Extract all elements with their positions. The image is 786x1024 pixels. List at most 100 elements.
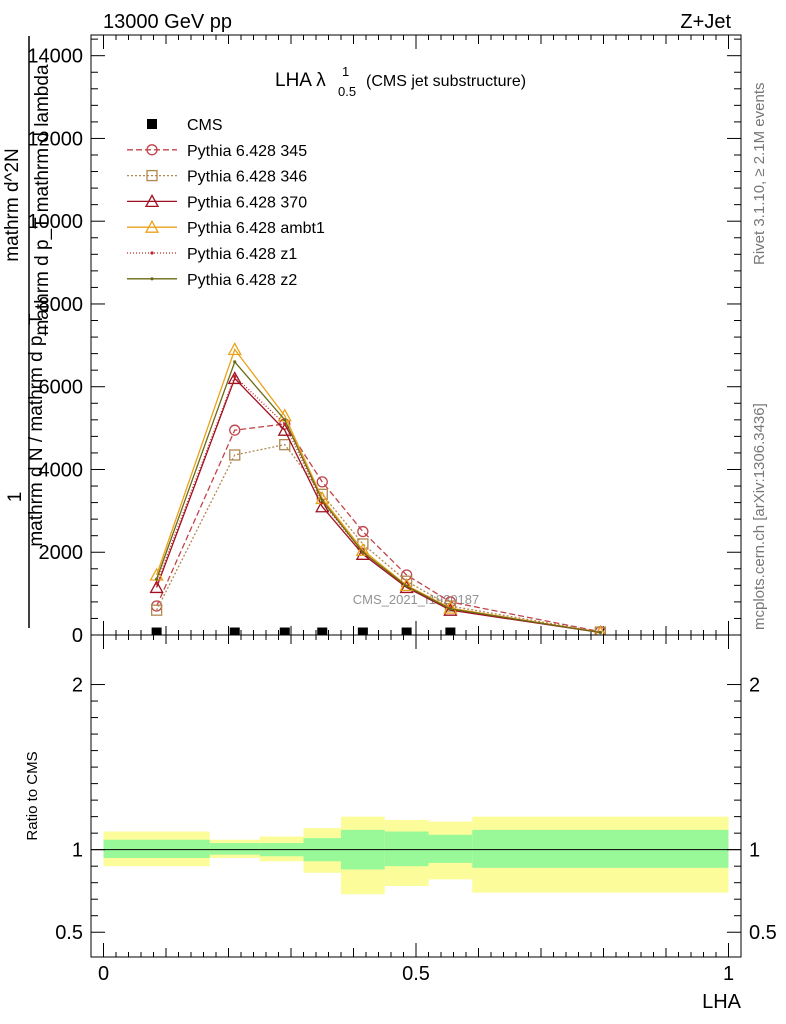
ratio-ticks	[91, 635, 741, 957]
ratio-ytick-label-right: 1	[749, 840, 760, 862]
series-6-point	[320, 498, 324, 503]
series-3-point	[315, 499, 330, 513]
series-5-point	[283, 422, 287, 426]
series-2-point	[150, 604, 163, 616]
series-1-line	[156, 423, 601, 633]
main-ytick-label: 10000	[27, 211, 83, 233]
main-ytick-label: 12000	[27, 128, 83, 150]
svg-text:LHA λ: LHA λ	[275, 70, 326, 91]
ratio-band-inner	[472, 829, 729, 868]
series-5-point	[233, 374, 237, 378]
series-0-point	[317, 627, 328, 635]
legend-label: Pythia 6.428 370	[187, 194, 307, 211]
series-0-point	[401, 627, 412, 635]
series-3-point	[227, 371, 242, 385]
legend-label: CMS	[187, 117, 223, 134]
ratio-ytick-label: 0.5	[55, 922, 83, 944]
main-ytick-labels: 0 2000 4000 6000 8000 10000 12000 14000	[27, 46, 83, 647]
xtick-label: 1	[723, 963, 734, 985]
ratio-ylabel: Ratio to CMS	[24, 751, 41, 840]
header-left: 13000 GeV pp	[103, 11, 232, 33]
main-ytick-label: 4000	[39, 459, 84, 481]
title-sup: 1	[342, 64, 349, 79]
main-ticks	[91, 35, 741, 636]
ratio-ytick-label: 1	[72, 840, 83, 862]
series-4-line	[156, 348, 601, 634]
legend-entry: Pythia 6.428 370	[127, 194, 307, 211]
series-0-point	[229, 627, 240, 635]
ratio-tick-labels: 0.5 0.5 1 1 2 2 0 0.5 1	[55, 675, 777, 985]
series-0-point	[357, 627, 368, 635]
xaxis-label: LHA	[702, 991, 742, 1013]
main-series	[149, 342, 607, 635]
main-ytick-label: 0	[72, 625, 83, 647]
legend-marker	[146, 144, 158, 156]
legend-entry: Pythia 6.428 z1	[127, 246, 297, 263]
series-6-point	[283, 418, 287, 422]
legend-entry: CMS	[147, 117, 223, 134]
main-ytick-label: 8000	[39, 294, 84, 316]
legend-marker	[150, 277, 154, 281]
ylabel-dn-dpt: mathrm d N / mathrm d p_T	[26, 313, 47, 547]
series-5-point	[155, 581, 159, 585]
legend-marker	[146, 169, 158, 182]
series-0-point	[151, 627, 162, 635]
legend-label: Pythia 6.428 z1	[187, 246, 297, 263]
title-suffix: (CMS jet substructure)	[366, 73, 526, 90]
ratio-band-inner	[384, 831, 429, 867]
main-panel: 0 2000 4000 6000 8000 10000 12000 14000 CMS_202…	[2, 34, 742, 647]
ylabel-one: 1	[5, 492, 26, 503]
ylabel-dpt-dlambda: mathrm d p_T mathrm d lambda	[32, 64, 53, 335]
legend-label: Pythia 6.428 345	[187, 143, 307, 160]
title-main: LHA λ	[275, 70, 326, 91]
header-right: Z+Jet	[680, 11, 731, 33]
legend-entry: Pythia 6.428 z2	[127, 272, 297, 289]
series-2-point	[229, 449, 241, 461]
legend-marker	[144, 194, 160, 208]
ratio-band-inner	[209, 843, 260, 855]
ratio-panel: 0.5 0.5 1 1 2 2 0 0.5 1 Ratio to CMS LHA	[24, 634, 777, 1013]
series-6-point	[598, 630, 602, 635]
ratio-band-inner	[103, 839, 210, 858]
ratio-ytick-label-right: 0.5	[749, 922, 777, 944]
series-4-point	[355, 542, 370, 556]
legend-label: Pythia 6.428 346	[187, 169, 307, 186]
rivet-label: Rivet 3.1.10, ≥ 2.1M events	[751, 83, 768, 266]
series-3-point	[149, 580, 164, 594]
legend-marker	[144, 219, 160, 233]
series-6-point	[405, 584, 409, 588]
series-1-point	[357, 525, 369, 538]
xtick-label: 0.5	[402, 963, 430, 985]
legend-entry: Pythia 6.428 346	[127, 169, 307, 186]
ratio-band-inner	[428, 834, 473, 863]
legend-entry: Pythia 6.428 ambt1	[127, 219, 325, 237]
main-ytick-label: 14000	[27, 46, 83, 68]
series-6-point	[155, 577, 159, 581]
title-sub: 0.5	[338, 84, 356, 99]
ratio-ytick-label-right: 2	[749, 675, 760, 697]
main-ytick-label: 2000	[39, 542, 84, 564]
ratio-bands	[103, 816, 729, 895]
watermark: CMS_2021_I1920187	[353, 592, 480, 607]
series-1-point	[316, 476, 328, 488]
series-6-point	[448, 607, 452, 611]
series-1-point	[229, 424, 241, 436]
main-ytick-label: 6000	[39, 377, 84, 399]
series-3-line	[156, 377, 601, 634]
series-3-point	[277, 422, 292, 436]
series-6-point	[361, 550, 365, 554]
legend-label: Pythia 6.428 z2	[187, 272, 297, 289]
series-0-point	[445, 627, 456, 635]
series-0-point	[279, 627, 290, 635]
main-ylabel: 1 mathrm d N / mathrm d p_T mathrm d^2N …	[2, 36, 53, 628]
series-6-line	[156, 360, 601, 634]
legend-marker	[150, 251, 154, 255]
plot-title: LHA λ 1 0.5 (CMS jet substructure)	[275, 64, 526, 99]
ylabel-d2n: mathrm d^2N	[2, 148, 23, 261]
series-2-point	[279, 439, 291, 451]
ratio-frame	[90, 634, 742, 958]
legend-entry: Pythia 6.428 345	[127, 143, 307, 160]
legend: CMS Pythia 6.428 345 Pythia 6.428 346 Pythi…	[127, 117, 325, 289]
mcplots-label: mcplots.cern.ch [arXiv:1306.3436]	[751, 403, 768, 630]
xtick-label: 0	[98, 963, 109, 985]
